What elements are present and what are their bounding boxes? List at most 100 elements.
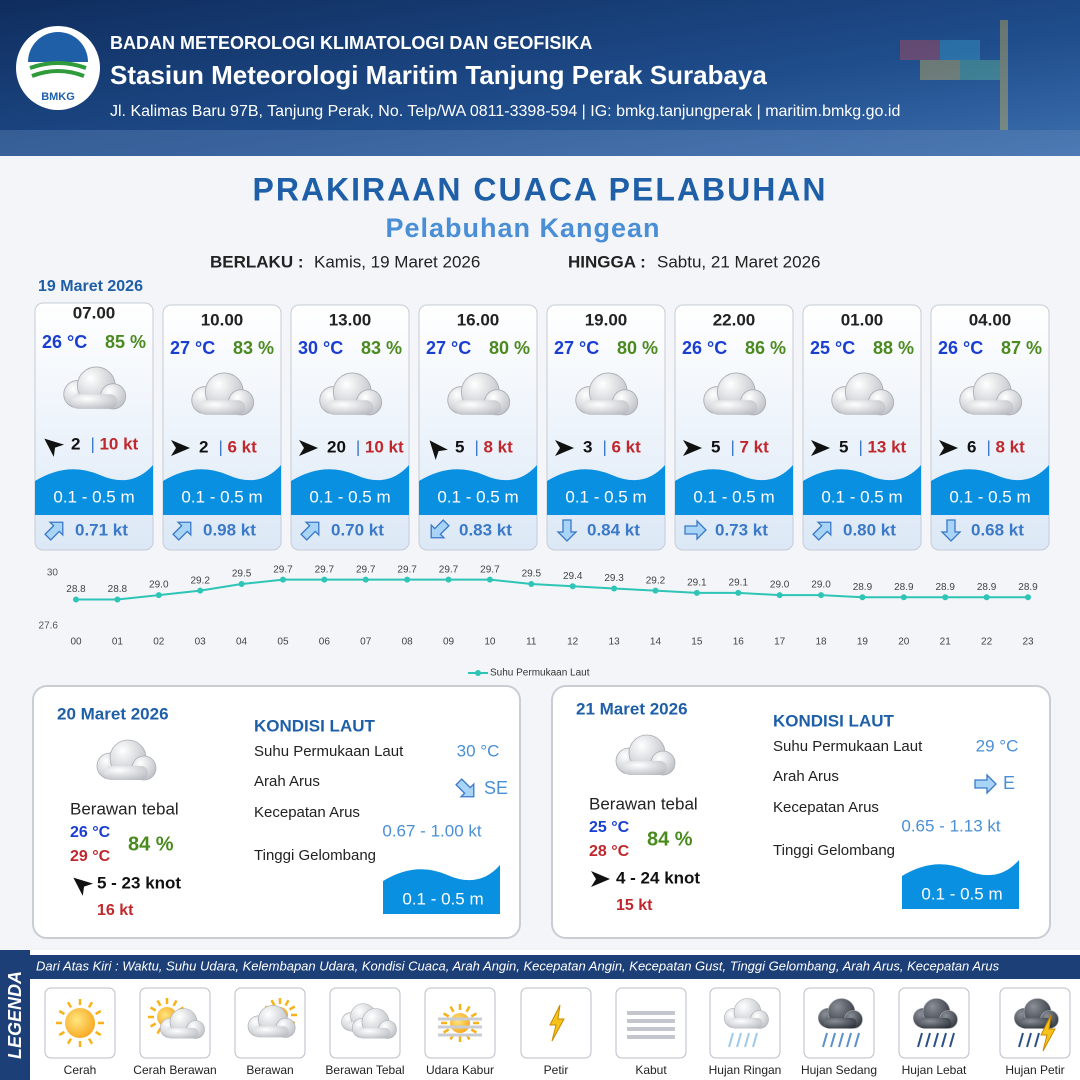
separator: | xyxy=(986,437,990,456)
wave-shape xyxy=(547,465,665,515)
date: 19 Maret 2026 xyxy=(38,278,143,295)
separator: | xyxy=(474,437,478,456)
subtitle: Pelabuhan Kangean xyxy=(385,213,660,243)
wind-speed: 2 xyxy=(199,437,208,456)
x-tick-label: 07 xyxy=(360,637,372,648)
logo-shape xyxy=(28,32,88,62)
wave-shape xyxy=(291,465,409,515)
legend-title: LEGENDA xyxy=(5,971,25,1059)
validity-label: HINGGA : xyxy=(568,252,646,271)
legend-item-label: Berawan Tebal xyxy=(325,1063,404,1077)
rain xyxy=(752,1032,758,1048)
data-point xyxy=(983,594,990,601)
gust-speed: 13 kt xyxy=(867,437,906,456)
cloud-part xyxy=(729,1018,763,1029)
wave-height: 0.1 - 0.5 m xyxy=(921,884,1002,903)
data-label: 28.9 xyxy=(1018,582,1038,593)
cloud-icon xyxy=(96,739,157,781)
legend-swatch xyxy=(475,670,481,676)
time: 22.00 xyxy=(713,310,756,329)
time: 01.00 xyxy=(841,310,884,329)
data-label: 29.3 xyxy=(604,573,624,584)
wave-height: 0.1 - 0.5 m xyxy=(402,889,483,908)
cloud-icon xyxy=(351,1008,397,1039)
current-speed: 0.67 - 1.00 kt xyxy=(382,821,482,840)
data-point xyxy=(321,576,328,583)
sun-ray xyxy=(442,1012,450,1018)
wind-range: 4 - 24 knot xyxy=(616,868,700,887)
sun-ray xyxy=(449,1005,455,1013)
forecast-card: 13.00 30 °C 83 % 20 | 10 kt 0.1 - 0.5 m 0.70 kt xyxy=(290,304,410,551)
cloud-part xyxy=(623,761,667,775)
temp-min: 26 °C xyxy=(70,824,111,841)
separator: | xyxy=(730,437,734,456)
wind-range: 5 - 23 knot xyxy=(97,873,181,892)
time: 19.00 xyxy=(585,310,628,329)
gust-speed: 10 kt xyxy=(365,437,404,456)
x-tick-label: 13 xyxy=(609,637,621,648)
rain xyxy=(728,1032,734,1048)
wave-height: 0.1 - 0.5 m xyxy=(309,487,390,506)
cloud-part xyxy=(918,1018,952,1029)
rain xyxy=(949,1032,955,1048)
sun-ray xyxy=(94,1009,102,1016)
humidity: 84 % xyxy=(128,833,174,855)
cloud-part xyxy=(839,400,886,415)
cloud-part xyxy=(455,400,502,415)
wind-arrow xyxy=(171,440,190,456)
rain xyxy=(925,1032,931,1048)
time: 16.00 xyxy=(457,310,500,329)
sea-label: Arah Arus xyxy=(254,773,320,790)
sun-disc xyxy=(65,1008,95,1038)
lightning xyxy=(1040,1014,1056,1052)
x-tick-label: 18 xyxy=(815,637,827,648)
current-arrow xyxy=(684,519,707,541)
sun-ray xyxy=(156,999,162,1007)
legend-description-bg xyxy=(30,955,1080,979)
cloud-part xyxy=(583,400,630,415)
legend-item-label: Cerah xyxy=(64,1063,97,1077)
rain xyxy=(933,1032,939,1048)
wind-arrow xyxy=(555,440,574,456)
legend-item-label: Hujan Ringan xyxy=(709,1063,782,1077)
cloud-icon xyxy=(63,366,127,410)
wind-speed: 5 xyxy=(839,437,848,456)
wave-height: 0.1 - 0.5 m xyxy=(437,487,518,506)
humidity: 84 % xyxy=(647,828,693,850)
x-tick-label: 10 xyxy=(484,637,496,648)
wind-speed: 6 xyxy=(967,437,976,456)
x-tick-label: 19 xyxy=(857,637,869,648)
data-point xyxy=(362,576,369,583)
data-label: 29.1 xyxy=(687,578,707,589)
separator: | xyxy=(218,437,222,456)
wave-height: 0.1 - 0.5 m xyxy=(565,487,646,506)
separator: | xyxy=(90,434,94,453)
data-label: 29.7 xyxy=(315,564,335,575)
data-label: 28.9 xyxy=(894,582,914,593)
cloud-icon xyxy=(447,372,511,416)
x-tick-label: 00 xyxy=(70,637,82,648)
rain xyxy=(838,1032,844,1048)
rain xyxy=(736,1032,742,1048)
time: 10.00 xyxy=(201,310,244,329)
data-point xyxy=(279,576,286,583)
humidity: 80 % xyxy=(489,338,530,358)
air-temp: 26 °C xyxy=(938,338,983,358)
wave-shape xyxy=(931,465,1049,515)
wind-speed: 5 xyxy=(455,437,464,456)
wave-shape xyxy=(803,465,921,515)
forecast-card: 01.00 25 °C 88 % 5 | 13 kt 0.1 - 0.5 m 0.80 kt xyxy=(802,304,922,551)
data-point xyxy=(569,583,576,590)
wave-shape xyxy=(163,465,281,515)
sun-disc xyxy=(450,1013,470,1033)
x-tick-label: 01 xyxy=(112,637,124,648)
humidity: 83 % xyxy=(233,338,274,358)
forecast-card: 04.00 26 °C 87 % 6 | 8 kt 0.1 - 0.5 m 0.68 kt xyxy=(930,304,1050,551)
day-card: 20 Maret 2026 Berawan tebal 26 °C 29 °C 84 %… xyxy=(32,685,521,939)
current-arrow xyxy=(455,778,475,798)
cloud-icon xyxy=(703,372,767,416)
wave-height: 0.1 - 0.5 m xyxy=(693,487,774,506)
cloud-icon xyxy=(723,998,769,1029)
wave-height: 0.1 - 0.5 m xyxy=(949,487,1030,506)
current-direction: SE xyxy=(484,778,508,798)
